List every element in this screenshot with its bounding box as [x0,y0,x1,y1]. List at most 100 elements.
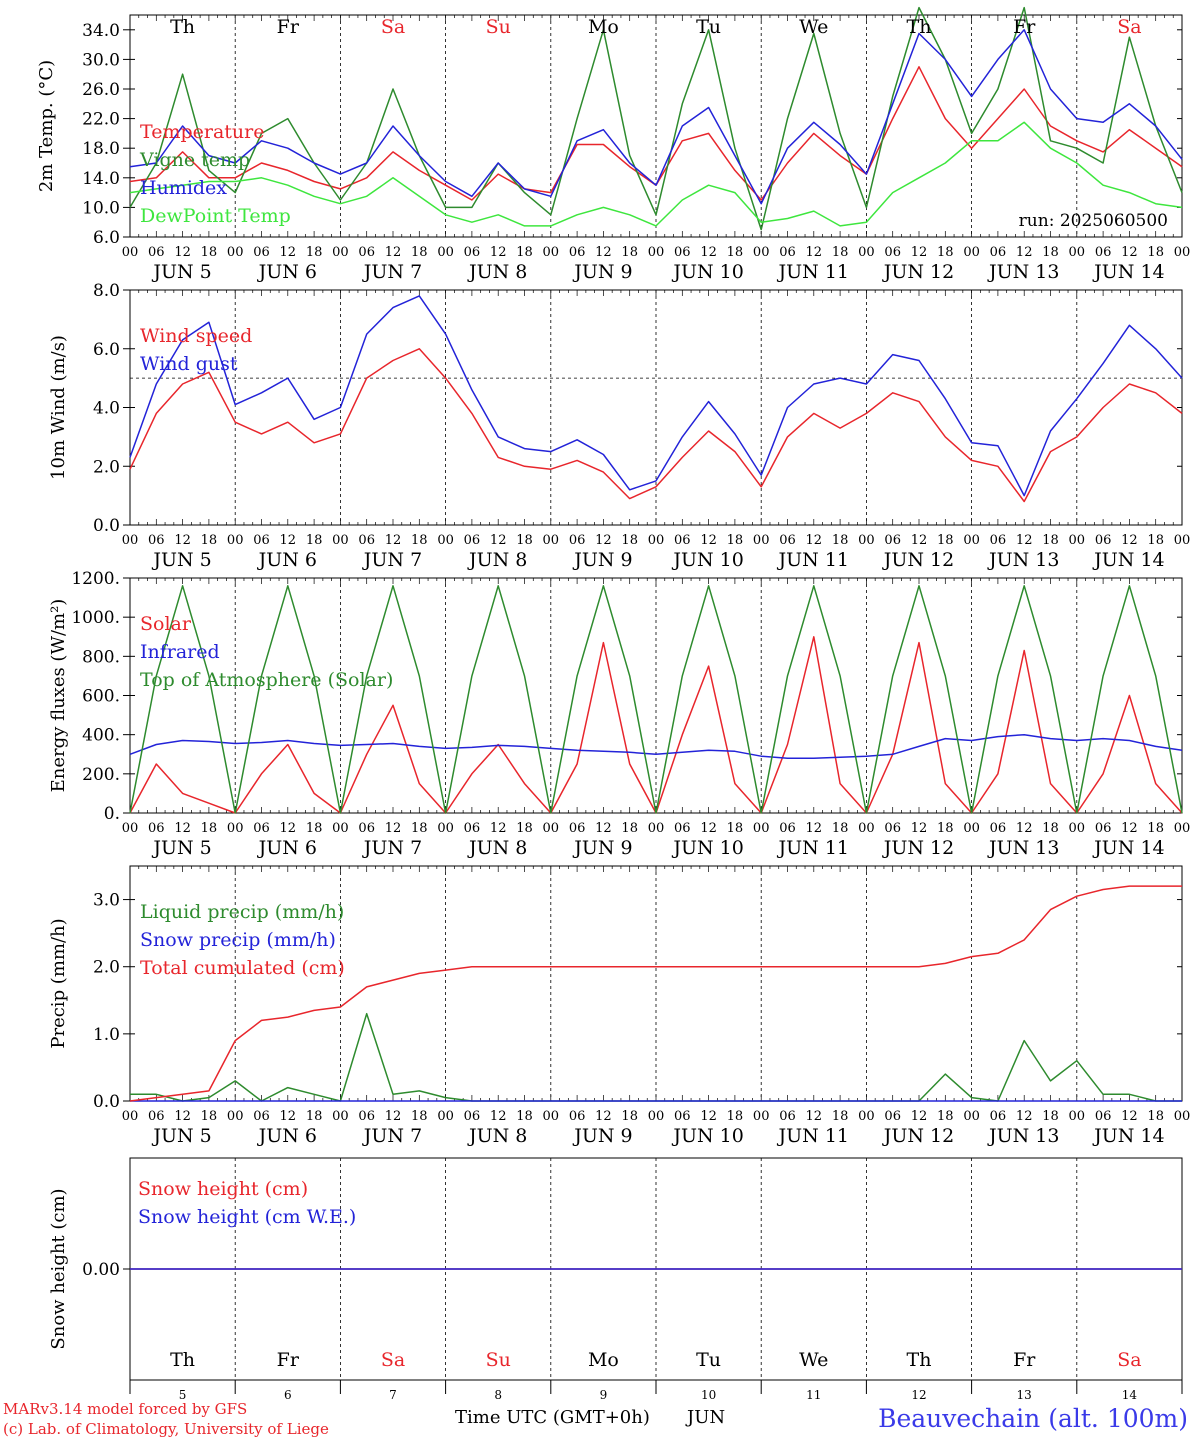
day-number-label: 12 [911,1388,926,1402]
hour-label: 12 [385,1109,402,1124]
hour-label: 18 [1042,533,1059,548]
weekday-label: Th [907,1349,932,1371]
hour-label: 12 [1121,821,1138,836]
weekday-label: Th [170,16,195,38]
hour-label: 06 [358,821,375,836]
date-label: JUN 14 [1092,549,1164,571]
y-tick-label: 200. [82,765,120,785]
y-tick-label: 1000. [71,608,120,628]
y-tick-label: 0.00 [82,1260,120,1280]
hour-label: 00 [437,533,454,548]
y-tick-label: 1200. [71,569,120,589]
hour-label: 06 [464,245,481,260]
hour-label: 06 [990,1109,1007,1124]
hour-label: 00 [227,1109,244,1124]
hour-label: 06 [569,245,586,260]
date-label: JUN 10 [671,1125,743,1147]
hour-label: 06 [1095,821,1112,836]
hour-label: 12 [280,821,297,836]
hour-label: 06 [779,1109,796,1124]
y-tick-label: 2.0 [93,457,120,477]
weekday-label: Fr [1013,16,1036,38]
series-line-top-of-atmosphere-solar- [129,585,1183,814]
day-number-label: 5 [179,1388,187,1402]
hour-label: 06 [148,1109,165,1124]
hour-label: 12 [595,533,612,548]
weekday-label: We [799,1349,828,1371]
hour-label: 06 [1095,245,1112,260]
hour-label: 00 [227,245,244,260]
hour-label: 00 [648,245,665,260]
hour-label: 00 [1069,821,1086,836]
hour-label: 18 [727,821,744,836]
series-line-wind-speed [129,348,1183,503]
date-label: JUN 5 [151,261,211,283]
hour-label: 18 [411,245,428,260]
hour-label: 12 [385,821,402,836]
day-number-label: 6 [284,1388,292,1402]
y-axis-label: Precip (mm/h) [48,918,69,1048]
hour-label: 12 [280,245,297,260]
y-axis-label: Snow height (cm) [48,1188,69,1349]
hour-label: 06 [569,1109,586,1124]
hour-label: 18 [621,533,638,548]
hour-label: 06 [884,821,901,836]
y-tick-label: 18.0 [82,139,120,159]
weekday-label: Sa [1117,16,1141,38]
hour-label: 18 [1147,245,1164,260]
hour-label: 18 [516,821,533,836]
weekday-label: Sa [381,16,405,38]
hour-label: 12 [911,821,928,836]
date-label: JUN 13 [987,837,1059,859]
weekday-label: Sa [381,1349,405,1371]
hour-label: 18 [937,533,954,548]
hour-label: 18 [621,821,638,836]
hour-label: 18 [411,533,428,548]
y-tick-label: 0. [104,804,120,824]
hour-label: 00 [122,821,139,836]
hour-label: 12 [174,821,191,836]
hour-label: 06 [884,1109,901,1124]
y-tick-label: 30.0 [82,50,120,70]
hour-label: 12 [911,1109,928,1124]
date-label: JUN 12 [882,837,954,859]
hour-label: 00 [1069,1109,1086,1124]
hour-label: 18 [516,1109,533,1124]
hour-label: 18 [1147,533,1164,548]
hour-label: 06 [674,245,691,260]
hour-label: 00 [963,1109,980,1124]
hour-label: 00 [648,821,665,836]
hour-label: 18 [411,1109,428,1124]
hour-label: 00 [332,533,349,548]
date-label: JUN 9 [572,837,632,859]
hour-label: 12 [1121,1109,1138,1124]
hour-label: 00 [122,245,139,260]
y-tick-label: 8.0 [93,281,120,301]
date-label: JUN 6 [257,549,317,571]
hour-label: 12 [911,533,928,548]
hour-label: 00 [227,821,244,836]
hour-label: 12 [1016,1109,1033,1124]
hour-label: 06 [990,821,1007,836]
hour-label: 00 [437,245,454,260]
hour-label: 12 [911,245,928,260]
hour-label: 18 [516,245,533,260]
hour-label: 12 [385,245,402,260]
hour-label: 12 [1016,821,1033,836]
hour-label: 12 [595,245,612,260]
series-line-liquid-precip-mm-h- [130,1012,1182,1102]
hour-label: 00 [543,821,560,836]
date-label: JUN 7 [362,261,422,283]
hour-label: 00 [858,245,875,260]
date-label: JUN 12 [882,1125,954,1147]
legend-entry: Wind gust [140,353,238,375]
hour-label: 18 [937,245,954,260]
weekday-label: Th [907,16,932,38]
x-axis-month: JUN [685,1407,725,1428]
date-label: JUN 9 [572,549,632,571]
series-line-dewpoint-temp [129,121,1183,227]
date-label: JUN 14 [1092,1125,1164,1147]
date-label: JUN 13 [987,549,1059,571]
model-credit: MARv3.14 model forced by GFS [3,1400,247,1418]
date-label: JUN 11 [777,1125,849,1147]
